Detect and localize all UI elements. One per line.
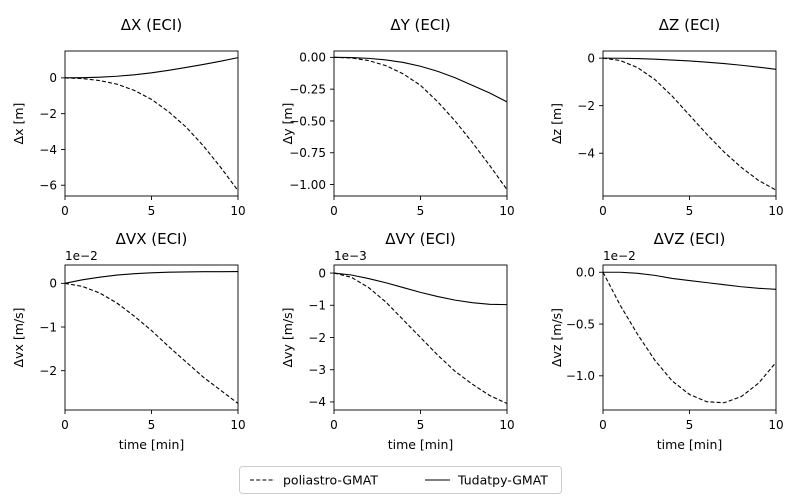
y-tick-label: 0 <box>49 277 57 291</box>
y-tick-label: 0 <box>318 266 326 280</box>
x-tick-label: 5 <box>417 204 425 218</box>
x-tick-label: 0 <box>599 204 607 218</box>
y-tick-label: −4 <box>577 147 595 161</box>
legend-box <box>239 466 562 494</box>
y-axis-label: Δvz [m/s] <box>549 308 564 367</box>
chart-title: ΔY (ECI) <box>390 16 450 34</box>
y-axis-label: Δx [m] <box>11 103 26 145</box>
axis-offset-label: 1e−2 <box>65 249 98 263</box>
legend: poliastro-GMAT Tudatpy-GMAT <box>239 466 562 494</box>
x-axis-label: time [min] <box>119 437 185 452</box>
series-line-poliastro <box>602 57 777 191</box>
plot-frame <box>602 264 777 411</box>
y-tick-label: −0.75 <box>289 146 326 160</box>
y-tick-label: −0.5 <box>566 317 595 331</box>
y-tick-label: −1 <box>39 320 57 334</box>
chart-title: ΔVX (ECI) <box>116 230 188 248</box>
series-line-tudatpy <box>602 57 777 70</box>
y-axis-label: Δvy [m/s] <box>280 308 295 368</box>
y-tick-label: −1 <box>308 299 326 313</box>
x-tick-label: 0 <box>61 204 69 218</box>
x-tick-label: 0 <box>330 204 338 218</box>
y-tick-label: −2 <box>577 99 595 113</box>
series-line-poliastro <box>333 272 508 405</box>
x-tick-label: 10 <box>499 418 514 432</box>
series-line-tudatpy <box>603 271 777 290</box>
y-axis-label: Δvx [m/s] <box>11 308 26 368</box>
x-tick-label: 5 <box>148 204 156 218</box>
series-line-poliastro <box>64 77 239 191</box>
series-line-tudatpy <box>333 56 508 103</box>
axis-offset-label: 1e−3 <box>334 249 367 263</box>
chart-title: ΔVY (ECI) <box>385 230 456 248</box>
chart-panel-2: ΔY (ECI) 0 5 10 0.00 −0.25 −0.50 −0.75 −1.00 Δy [… <box>280 16 515 218</box>
plot-frame <box>333 264 508 411</box>
x-tick-label: 10 <box>230 418 245 432</box>
y-tick-label: −3 <box>308 363 326 377</box>
y-axis-label: Δy [m] <box>280 103 295 145</box>
legend-label: Tudatpy-GMAT <box>457 473 548 488</box>
x-tick-label: 5 <box>148 418 156 432</box>
series-line-poliastro <box>333 56 508 190</box>
y-axis-label: Δz [m] <box>549 103 564 144</box>
axis-offset-label: 1e−2 <box>603 249 636 263</box>
y-tick-label: −0.50 <box>289 114 326 128</box>
chart-panel-1: ΔX (ECI) 0 5 10 0 −2 −4 −6 Δx [m] <box>11 16 246 218</box>
y-tick-label: −4 <box>308 395 326 409</box>
x-tick-label: 5 <box>686 418 694 432</box>
x-tick-label: 0 <box>61 418 69 432</box>
series-line-tudatpy <box>64 270 239 284</box>
y-tick-label: −1.0 <box>566 369 595 383</box>
chart-panel-4: ΔVX (ECI) 0 5 10 0 −1 −2 Δvx [m/s] time [min] 1e−… <box>11 230 246 452</box>
x-tick-label: 5 <box>417 418 425 432</box>
legend-label: poliastro-GMAT <box>283 473 378 488</box>
x-axis-label: time [min] <box>388 437 454 452</box>
y-tick-label: 0.0 <box>576 266 595 280</box>
plot-frame <box>333 50 508 197</box>
x-tick-label: 10 <box>768 418 783 432</box>
y-tick-label: −6 <box>39 179 57 193</box>
y-tick-label: 0 <box>587 51 595 65</box>
x-tick-label: 10 <box>499 204 514 218</box>
x-tick-label: 5 <box>686 204 694 218</box>
y-tick-label: −2 <box>39 107 57 121</box>
y-tick-label: −4 <box>39 143 57 157</box>
y-tick-label: −2 <box>308 331 326 345</box>
x-axis-label: time [min] <box>657 437 723 452</box>
series-line-poliastro <box>602 271 777 404</box>
plot-frame <box>64 264 239 411</box>
series-line-poliastro <box>64 282 239 404</box>
chart-panel-3: ΔZ (ECI) 0 5 10 0 −2 −4 Δz [m] <box>549 16 784 218</box>
chart-title: ΔX (ECI) <box>121 16 182 34</box>
chart-panel-5: ΔVY (ECI) 0 5 10 0 −1 −2 −3 −4 Δvy [m/s] time [min… <box>280 230 515 452</box>
series-line-tudatpy <box>64 57 239 79</box>
series-line-tudatpy <box>333 272 508 306</box>
y-tick-label: −1.00 <box>289 178 326 192</box>
x-tick-label: 0 <box>330 418 338 432</box>
chart-title: ΔZ (ECI) <box>659 16 720 34</box>
y-tick-label: 0 <box>49 71 57 85</box>
x-tick-label: 10 <box>768 204 783 218</box>
y-tick-label: −2 <box>39 364 57 378</box>
chart-title: ΔVZ (ECI) <box>654 230 726 248</box>
plot-frame <box>602 50 777 197</box>
x-tick-label: 0 <box>599 418 607 432</box>
y-tick-label: −0.25 <box>289 82 326 96</box>
x-tick-label: 10 <box>230 204 245 218</box>
y-tick-label: 0.00 <box>299 51 326 65</box>
